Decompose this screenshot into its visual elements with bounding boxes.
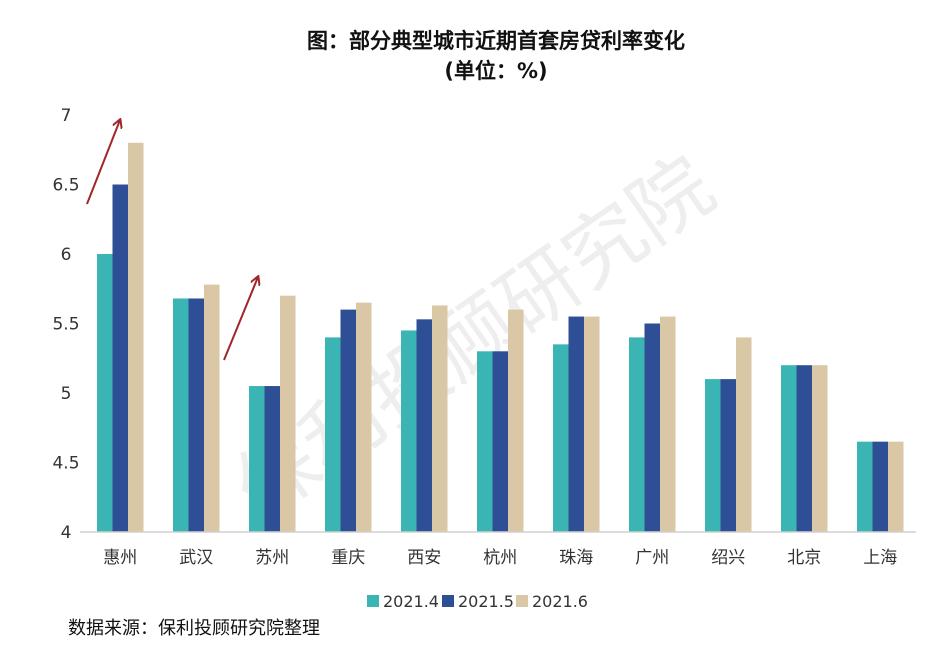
x-tick-label: 武汉 xyxy=(179,548,213,568)
y-tick-label: 6.5 xyxy=(52,176,79,196)
legend: 2021.4 2021.5 2021.6 xyxy=(367,592,588,611)
bar-武汉-2021.5 xyxy=(188,298,204,532)
bar-杭州-2021.6 xyxy=(508,309,524,532)
x-tick-label: 惠州 xyxy=(103,548,137,568)
bar-苏州-2021.4 xyxy=(249,386,265,532)
y-tick-label: 4.5 xyxy=(52,454,79,474)
x-tick-label: 杭州 xyxy=(483,548,517,568)
bar-广州-2021.4 xyxy=(629,337,645,532)
bar-重庆-2021.4 xyxy=(325,337,341,532)
legend-label: 2021.4 xyxy=(383,592,439,611)
bar-北京-2021.4 xyxy=(781,365,797,532)
bar-珠海-2021.6 xyxy=(584,316,600,532)
chart-title: 图：部分典型城市近期首套房贷利率变化 xyxy=(307,29,685,53)
x-tick-label: 绍兴 xyxy=(711,548,745,568)
bar-西安-2021.4 xyxy=(401,330,417,532)
bar-上海-2021.4 xyxy=(857,441,873,532)
bar-西安-2021.5 xyxy=(416,319,432,532)
legend-swatch xyxy=(442,595,454,607)
y-tick-label: 6 xyxy=(61,245,72,265)
trend-arrow xyxy=(86,120,120,205)
x-tick-label: 广州 xyxy=(635,548,669,568)
x-tick-label: 上海 xyxy=(863,548,897,568)
bar-苏州-2021.6 xyxy=(280,295,296,532)
bar-苏州-2021.5 xyxy=(264,386,280,532)
bar-北京-2021.6 xyxy=(812,365,828,532)
bar-惠州-2021.5 xyxy=(112,184,128,532)
y-tick-label: 7 xyxy=(61,106,72,126)
legend-label: 2021.5 xyxy=(458,592,514,611)
source-note: 数据来源：保利投顾研究院整理 xyxy=(68,618,320,639)
legend-label: 2021.6 xyxy=(532,592,588,611)
bar-西安-2021.6 xyxy=(432,305,448,532)
x-tick-label: 珠海 xyxy=(559,548,593,568)
x-axis: 惠州 武汉 苏州 重庆 西安 杭州 珠海 广州 绍兴 北京 上海 xyxy=(103,548,897,568)
bar-北京-2021.5 xyxy=(796,365,812,532)
annotations xyxy=(86,120,258,361)
bar-绍兴-2021.4 xyxy=(705,379,721,532)
bar-珠海-2021.4 xyxy=(553,344,569,532)
bar-广州-2021.6 xyxy=(660,316,676,532)
y-tick-label: 5.5 xyxy=(52,315,79,335)
legend-swatch xyxy=(367,595,379,607)
bar-珠海-2021.5 xyxy=(568,316,584,532)
x-tick-label: 北京 xyxy=(787,548,821,568)
bar-武汉-2021.6 xyxy=(204,284,220,532)
bar-重庆-2021.5 xyxy=(340,309,356,532)
x-tick-label: 重庆 xyxy=(331,548,365,568)
bar-上海-2021.6 xyxy=(888,441,904,532)
y-tick-label: 5 xyxy=(61,384,72,404)
bars xyxy=(97,142,904,533)
bar-杭州-2021.5 xyxy=(492,351,508,532)
y-tick-label: 4 xyxy=(61,523,72,543)
bar-绍兴-2021.5 xyxy=(720,379,736,532)
chart-subtitle: (单位：%) xyxy=(444,59,547,83)
trend-arrow xyxy=(223,277,258,361)
bar-惠州-2021.6 xyxy=(128,142,144,533)
legend-swatch xyxy=(516,595,528,607)
bar-上海-2021.5 xyxy=(872,441,888,532)
bar-惠州-2021.4 xyxy=(97,254,113,532)
x-tick-label: 西安 xyxy=(407,548,441,568)
bar-重庆-2021.6 xyxy=(356,302,372,532)
x-tick-label: 苏州 xyxy=(255,548,289,568)
bar-武汉-2021.4 xyxy=(173,298,189,532)
y-axis: 4 4.5 5 5.5 6 6.5 7 xyxy=(52,106,79,543)
bar-绍兴-2021.6 xyxy=(736,337,752,532)
bar-广州-2021.5 xyxy=(644,323,660,532)
bar-杭州-2021.4 xyxy=(477,351,493,532)
